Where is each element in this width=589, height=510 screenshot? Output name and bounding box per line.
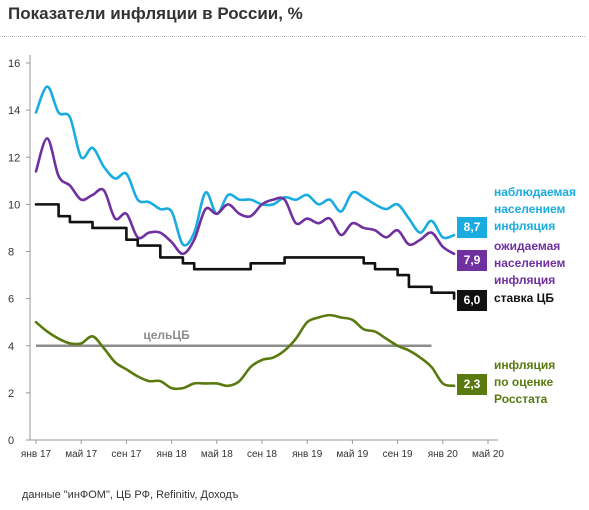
y-tick-label: 8 [8,247,14,259]
y-tick-label: 10 [8,199,20,211]
series-lines [34,85,456,391]
x-tick-label: янв 19 [292,449,323,460]
y-tick-label: 4 [8,341,14,353]
y-tick-label: 0 [8,435,14,447]
x-tick-label: янв 18 [157,449,188,460]
series-label-observed-line: населением [494,202,566,216]
x-tick-label: сен 17 [111,449,141,460]
series-label-expected: ожидаемая населением инфляция [494,238,565,289]
y-tick-label: 6 [8,294,14,306]
target-line-label: цельЦБ [143,328,190,342]
series-line-observed [34,85,456,247]
end-value-badge-rosstat: 2,3 [457,374,487,395]
series-label-expected-line: инфляция [494,273,556,287]
series-line-expected [34,137,456,256]
y-tick-label: 14 [8,105,20,117]
x-tick-label: май 20 [472,449,504,460]
x-tick-label: май 17 [65,449,97,460]
series-label-key-rate-line: ставка ЦБ [494,291,555,305]
series-label-rosstat-line: Росстата [494,392,548,406]
series-label-rosstat: инфляция по оценке Росстата [494,357,555,408]
chart-axes: 0 2 4 6 8 10 12 14 16 янв 17 май 17 сен 17 янв 18 май… [8,55,504,460]
x-tick-label: май 19 [336,449,368,460]
end-value-badge-key-rate: 6,0 [457,290,487,311]
series-line-key_rate [34,203,456,300]
y-tick-label: 16 [8,58,20,70]
series-label-observed-line: наблюдаемая [494,185,576,199]
series-label-observed: наблюдаемая населением инфляция [494,184,576,235]
x-tick-label: янв 17 [21,449,52,460]
y-tick-label: 2 [8,388,14,400]
end-value-badge-observed: 8,7 [457,217,487,238]
x-tick-label: сен 19 [383,449,413,460]
end-value-badge-expected: 7,9 [457,250,487,271]
series-label-rosstat-line: по оценке [494,375,554,389]
series-label-key-rate: ставка ЦБ [494,290,554,307]
x-tick-label: янв 20 [428,449,459,460]
chart-title: Показатели инфляции в России, % [8,4,303,23]
series-line-rosstat [34,313,456,391]
title-divider [0,36,585,37]
series-label-expected-line: ожидаемая [494,239,561,253]
source-note: данные "инФОМ", ЦБ РФ, Refinitiv, Доходъ [22,489,239,501]
series-label-rosstat-line: инфляция [494,358,556,372]
x-tick-label: май 18 [201,449,233,460]
x-tick-label: сен 18 [247,449,277,460]
y-tick-label: 12 [8,152,20,164]
series-label-expected-line: населением [494,256,566,270]
series-label-observed-line: инфляция [494,219,556,233]
